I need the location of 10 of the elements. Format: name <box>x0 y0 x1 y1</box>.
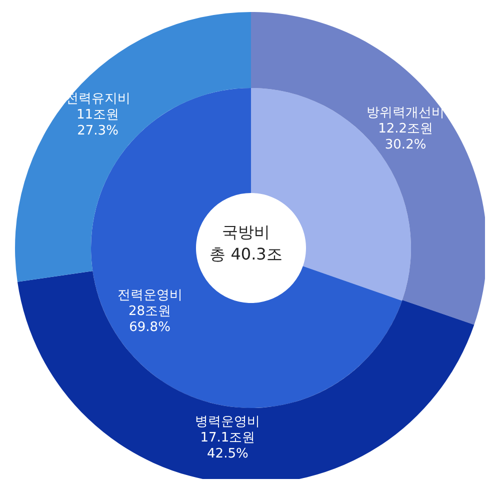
slice-label: 병력운영비 <box>195 414 260 430</box>
slice-label: 전력유지비 <box>65 91 130 106</box>
text: 국방비 <box>222 222 270 242</box>
slice-label: 전력운영비 <box>117 288 182 303</box>
data-label: 28조원 69.8% <box>128 304 172 335</box>
data-label: 17.1조원 42.5% <box>200 430 256 462</box>
data-label: 12.2조원 30.2% <box>378 122 434 153</box>
data-label: 11조원 27.3% <box>76 107 120 138</box>
slice-label: 방위력개선비 <box>366 106 445 121</box>
text: 총 40.3조 <box>210 244 282 264</box>
